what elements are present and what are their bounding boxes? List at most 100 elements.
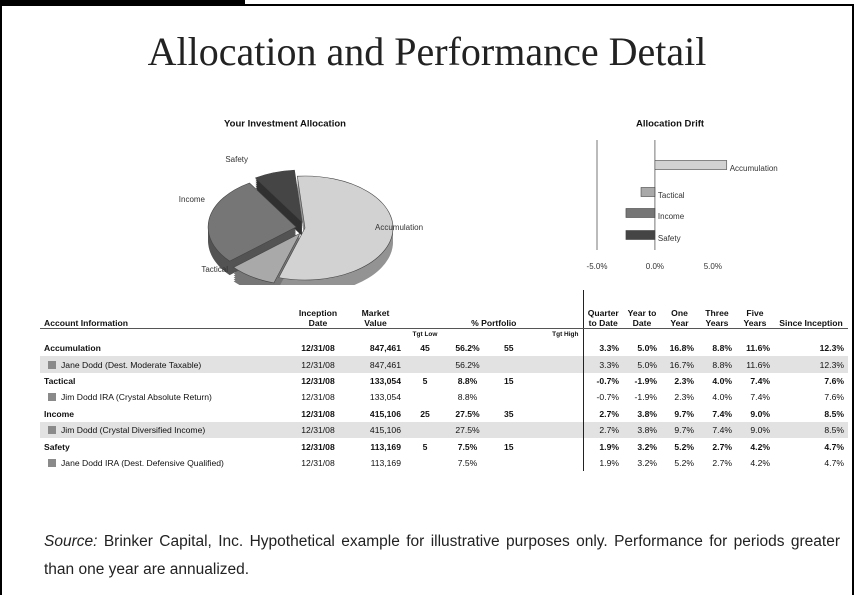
cell-value: 55 — [504, 343, 514, 354]
cell: 2.7% — [698, 438, 736, 454]
cell-value: 16.7% — [669, 359, 694, 370]
slice-label: Safety — [225, 155, 248, 164]
header-cell: Year to Date — [623, 290, 661, 329]
cell-value: 5.0% — [637, 343, 657, 354]
cell-value: 12.3% — [819, 343, 844, 354]
header-cell: Market Value — [346, 290, 405, 329]
cell: 3.8% — [623, 406, 661, 422]
cell: 7.5% — [445, 438, 490, 454]
cell: 415,106 — [346, 421, 405, 439]
source-text: Brinker Capital, Inc. Hypothetical examp… — [44, 533, 841, 578]
cell-value: 113,169 — [370, 441, 401, 452]
cell-value: 12/31/08 — [301, 343, 335, 354]
cell: 4.2% — [736, 455, 774, 471]
cell-value: 27.5% — [455, 408, 480, 419]
cell: 4.2% — [736, 438, 774, 454]
x-tick-label: -5.0% — [587, 262, 608, 271]
cell: 2.3% — [661, 373, 698, 389]
header-cell: Three Years — [698, 290, 736, 329]
cell: 25 — [405, 406, 445, 422]
cell: 8.8% — [698, 356, 736, 373]
slice — [207, 182, 297, 262]
cell-value: 3.3% — [599, 343, 619, 354]
cell: 4.0% — [698, 389, 736, 405]
cell: 56.2% — [445, 340, 490, 356]
cell-value: 12/31/08 — [301, 392, 335, 403]
bar — [625, 230, 656, 240]
cell: Jane Dodd (Dest. Moderate Taxable) — [40, 356, 290, 373]
cell-value: 1.9% — [599, 457, 619, 468]
subheader-cell — [698, 329, 736, 341]
slice — [233, 232, 301, 284]
cell: 3.3% — [582, 356, 623, 373]
bar — [640, 187, 656, 197]
header-row: Account Information Inception Date Market … — [40, 290, 848, 329]
cell: 133,054 — [346, 389, 405, 405]
cell-value: -1.9% — [634, 392, 657, 403]
cell: 3.8% — [623, 421, 661, 439]
subheader-cell: Tgt High — [552, 331, 579, 338]
cell-value: 12/31/08 — [301, 441, 335, 452]
row-label: Tactical — [44, 375, 76, 386]
header-cell: Inception Date — [290, 290, 346, 329]
cell-value: 5.2% — [674, 457, 694, 468]
cell — [405, 356, 445, 373]
cell: 2.7% — [698, 455, 736, 471]
account-row: Jane Dodd (Dest. Moderate Taxable) 12/31/… — [40, 356, 848, 373]
cell-value: 3.8% — [637, 425, 657, 436]
cell-value: 5.2% — [674, 441, 694, 452]
cell-value: 15 — [504, 375, 514, 386]
group-row: Accumulation 12/31/08 847,461 45 56.2% 55 3.3%… — [40, 340, 848, 357]
cell-value: 16.8% — [669, 343, 694, 354]
cell: 56.2% — [445, 356, 490, 373]
cell: 1.9% — [582, 438, 623, 455]
cell: 12/31/08 — [290, 340, 346, 356]
account-row: Jim Dodd (Crystal Diversified Income) 12/… — [40, 421, 848, 439]
cell: 7.4% — [698, 421, 736, 439]
header-tab — [0, 0, 245, 6]
cell-value: 25 — [420, 408, 430, 419]
row-label: Jane Dodd (Dest. Moderate Taxable) — [61, 359, 202, 370]
cell: Safety — [40, 438, 290, 454]
row-label: Jim Dodd (Crystal Diversified Income) — [61, 425, 206, 436]
cell: 55 — [490, 340, 583, 356]
cell: 5.0% — [623, 340, 661, 356]
cell: 847,461 — [346, 356, 405, 373]
subheader-cell — [290, 329, 346, 341]
cell-value: 5 — [422, 441, 428, 452]
cell-value: 12/31/08 — [301, 359, 335, 370]
cell: 9.7% — [661, 406, 698, 422]
cell-value: 4.7% — [824, 457, 844, 468]
cell-value: 56.2% — [455, 359, 480, 370]
source-note: Source: Brinker Capital, Inc. Hypothetic… — [44, 528, 840, 584]
cell-value: 12/31/08 — [301, 425, 335, 436]
cell: -1.9% — [623, 373, 661, 389]
header-cell: Five Years — [736, 290, 774, 329]
subheader-cell: Tgt Low — [412, 331, 438, 338]
account-row: Jim Dodd IRA (Crystal Absolute Return) 12… — [40, 389, 848, 406]
subheader-cell — [661, 329, 698, 341]
cell-value: 12/31/08 — [301, 408, 335, 419]
cell: 11.6% — [736, 340, 774, 356]
cell-value: 12/31/08 — [301, 457, 335, 468]
cell: 27.5% — [445, 406, 490, 422]
cell — [405, 421, 445, 439]
cell-value: 847,461 — [369, 343, 401, 354]
header-cell: Quarter to Date — [582, 290, 623, 329]
cell-value: 4.0% — [712, 375, 732, 386]
cell-value: 2.7% — [712, 457, 732, 468]
subheader-cell — [445, 329, 490, 341]
cell: 5.2% — [661, 438, 698, 454]
cell: 8.8% — [445, 373, 490, 389]
cell-value: 45 — [420, 343, 430, 354]
cell: Income — [40, 406, 290, 422]
row-label: Income — [44, 408, 75, 419]
cell-value: -0.7% — [596, 375, 619, 386]
bar-label: Accumulation — [730, 164, 778, 173]
cell: 12/31/08 — [290, 406, 346, 422]
cell-value: 4.0% — [712, 392, 732, 403]
cell-value: 12/31/08 — [301, 375, 335, 386]
cell: 12/31/08 — [290, 389, 346, 405]
cell-value: 11.6% — [746, 359, 770, 370]
cell-value: 5 — [422, 375, 428, 386]
